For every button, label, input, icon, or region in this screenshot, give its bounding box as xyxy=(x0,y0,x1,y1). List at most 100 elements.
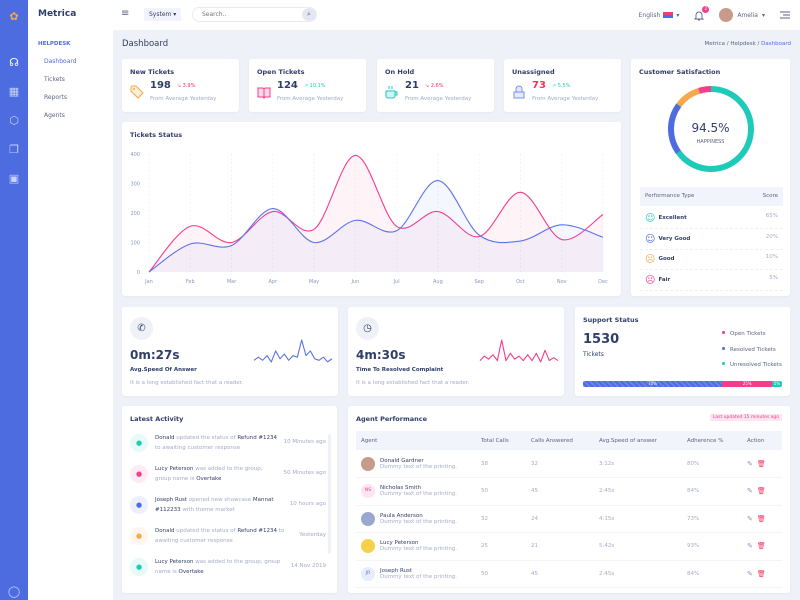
column-header: Adherence % xyxy=(687,437,724,444)
grid-icon[interactable]: ▦ xyxy=(8,85,20,98)
tickets-status-chart: 0 100 200 300 400 Jan Feb Mar Apr May Jun Jul Aug Sep… xyxy=(130,152,608,285)
system-dropdown[interactable]: System ▾ xyxy=(144,8,182,21)
customer-satisfaction-card: Customer Satisfaction 94.5% HAPPINESS Pe… xyxy=(631,59,790,296)
support-status-card: Support Status 1530 Tickets 70% 25% 5% Ope… xyxy=(575,307,790,396)
bell-icon xyxy=(694,11,705,21)
y-tick-label: 0 xyxy=(137,270,140,276)
smiley-icon: ☹ xyxy=(645,274,656,286)
activity-object[interactable]: Overtake xyxy=(178,568,204,575)
progress-segment: 25% xyxy=(722,381,773,387)
latest-activity-card: Latest Activity ● Donald updated the stat… xyxy=(122,406,337,593)
logo-icon: ✿ xyxy=(9,10,19,23)
activity-actor[interactable]: Donald xyxy=(155,435,175,441)
agent-info: Lucy Peterson Dummy text of the printing. xyxy=(380,540,457,552)
language-selector[interactable]: English ▾ xyxy=(639,12,680,19)
series-line xyxy=(148,179,604,273)
user-menu[interactable]: Amelia ▾ xyxy=(719,8,765,22)
kpi-card: ◷ 4m:30s Time To Resolved Complaint It is a… xyxy=(348,307,564,396)
agent-avatar xyxy=(361,511,375,526)
col-type: Performance Type xyxy=(645,193,695,199)
activity-detail: with theme market xyxy=(180,506,235,513)
activity-action: was added to the group, group name is xyxy=(155,559,281,575)
notifications-button[interactable]: 2 xyxy=(694,6,710,22)
table-row: JR Joseph Rust Dummy text of the printing.… xyxy=(356,560,782,588)
x-tick-label: Sep xyxy=(474,279,483,285)
activity-object[interactable]: Overtake xyxy=(196,475,222,482)
nav-sidebar: Metrica HELPDESK Dashboard Tickets Repor… xyxy=(28,0,113,600)
scrollbar[interactable] xyxy=(328,434,331,554)
breadcrumb-metrica[interactable]: Metrica xyxy=(704,41,725,47)
activity-object[interactable]: Refund #1234 xyxy=(237,528,278,534)
trash-icon[interactable]: 🗑︎ xyxy=(756,459,766,468)
agent-name: Nicholas Smith xyxy=(380,485,422,492)
right-menu-icon[interactable] xyxy=(780,11,790,19)
agent-avatar xyxy=(361,539,375,554)
nav-item-tickets[interactable]: Tickets xyxy=(44,76,65,83)
agent-name: Donald Gardner xyxy=(380,457,424,464)
stat-value-row: 124 ↗ 10.1% xyxy=(277,80,326,91)
stat-card: Open Tickets 124 ↗ 10.1% From Average Yeste… xyxy=(249,59,366,112)
edit-icon[interactable]: ✎ xyxy=(747,514,753,523)
agent-subtitle: Dummy text of the printing. xyxy=(380,463,458,470)
cell-speed: 5:42s xyxy=(599,543,615,550)
stat-value-row: 198 ↘ 3.9% xyxy=(150,80,195,91)
stat-title: New Tickets xyxy=(130,68,175,76)
table-row: Donald Gardner Dummy text of the printing… xyxy=(356,450,782,478)
x-tick-label: Mar xyxy=(227,279,237,285)
briefcase-icon[interactable]: ▣ xyxy=(8,172,20,185)
cell-speed: 4:15s xyxy=(599,515,615,522)
nav-item-dashboard[interactable]: Dashboard xyxy=(44,58,77,65)
cell-adherence: 84% xyxy=(687,488,700,495)
agent-avatar: NS xyxy=(361,484,375,499)
x-tick-label: Jun xyxy=(350,279,359,285)
edit-icon[interactable]: ✎ xyxy=(747,569,753,578)
cell-total: 25 xyxy=(481,543,488,550)
activity-item: ● Joseph Rust opened new showcase Mannat … xyxy=(130,496,326,515)
edit-icon[interactable]: ✎ xyxy=(747,459,753,468)
activity-time: 10 hours ago xyxy=(289,501,326,507)
edit-icon[interactable]: ✎ xyxy=(747,542,753,551)
user-avatar xyxy=(719,8,734,22)
legend-label: Resolved Tickets xyxy=(730,346,776,353)
nav-item-agents[interactable]: Agents xyxy=(44,112,65,119)
trash-icon[interactable]: 🗑︎ xyxy=(756,514,766,523)
cell-answered: 45 xyxy=(531,488,538,495)
stat-card: On Hold 21 ↘ 2.6% From Average Yesterday xyxy=(377,59,494,112)
page-title: Dashboard xyxy=(122,39,169,49)
progress-segment: 70% xyxy=(583,381,723,387)
happiness-label: HAPPINESS xyxy=(696,139,725,145)
trash-icon[interactable]: 🗑︎ xyxy=(756,542,766,551)
trash-icon[interactable]: 🗑︎ xyxy=(756,569,766,578)
agent-subtitle: Dummy text of the printing. xyxy=(380,491,458,498)
activity-text: Lucy Peterson was added to the group, gr… xyxy=(155,558,286,577)
agent-info: Donald Gardner Dummy text of the printing… xyxy=(380,458,457,470)
stat-change-value: 5.5% xyxy=(557,82,571,89)
headset-icon[interactable]: ☊ xyxy=(9,56,19,69)
cell-speed: 3:12s xyxy=(599,460,615,467)
chat-icon[interactable]: ◯ xyxy=(7,585,21,598)
card-title: Tickets Status xyxy=(130,131,183,139)
legend-dot xyxy=(722,331,725,334)
box-icon[interactable]: ⬡ xyxy=(9,114,19,127)
activity-object[interactable]: Refund #1234 xyxy=(237,435,278,441)
activity-object[interactable]: Mannat #112233 xyxy=(155,497,274,513)
copy-icon[interactable]: ❐ xyxy=(9,143,19,156)
x-tick-label: Oct xyxy=(516,279,525,285)
trash-icon[interactable]: 🗑︎ xyxy=(756,487,766,496)
menu-icon[interactable]: ≡ xyxy=(121,8,130,19)
nav-item-reports[interactable]: Reports xyxy=(44,94,68,101)
agent-info: Joseph Rust Dummy text of the printing. xyxy=(380,568,457,580)
search-input[interactable] xyxy=(192,7,317,22)
activity-icon: ● xyxy=(130,496,148,514)
x-tick-label: May xyxy=(309,279,319,285)
table-row: Paula Anderson Dummy text of the printing… xyxy=(356,505,782,533)
activity-actor[interactable]: Joseph Rust xyxy=(155,497,188,503)
kpi-description: It is a long established fact that a rea… xyxy=(356,380,470,386)
breadcrumb-helpdesk[interactable]: Helpdesk xyxy=(730,41,756,47)
activity-actor[interactable]: Lucy Peterson xyxy=(155,559,194,565)
search-icon[interactable]: ⌕ xyxy=(302,8,316,21)
activity-actor[interactable]: Lucy Peterson xyxy=(155,466,194,472)
activity-time: Yesterday xyxy=(299,532,326,538)
activity-actor[interactable]: Donald xyxy=(155,528,175,534)
edit-icon[interactable]: ✎ xyxy=(747,487,753,496)
